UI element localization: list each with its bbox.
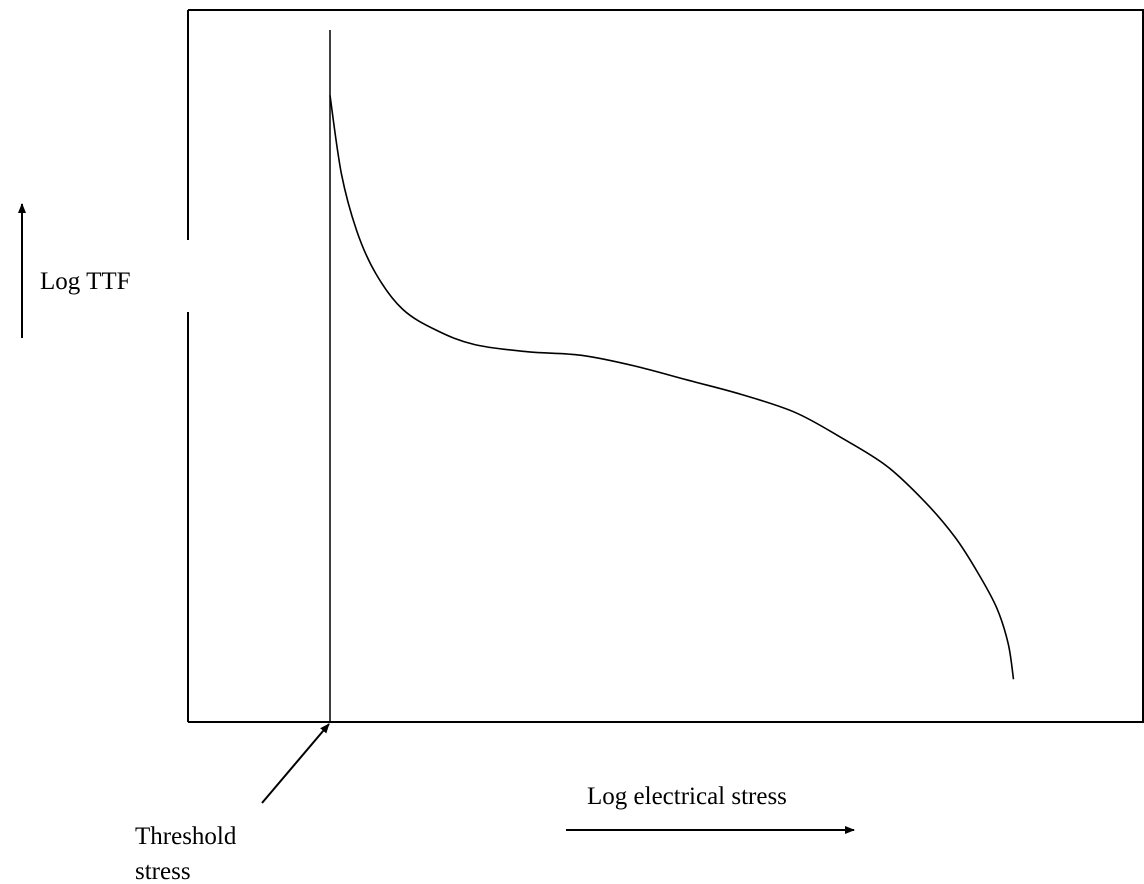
- threshold-pointer-arrow: [261, 723, 330, 804]
- threshold-label-line2: stress: [135, 858, 191, 884]
- x-axis-label: Log electrical stress: [587, 783, 787, 810]
- threshold-label-line1: Threshold: [135, 823, 237, 850]
- series-line: [329, 95, 1015, 680]
- y-axis-label: Log TTF: [40, 268, 131, 295]
